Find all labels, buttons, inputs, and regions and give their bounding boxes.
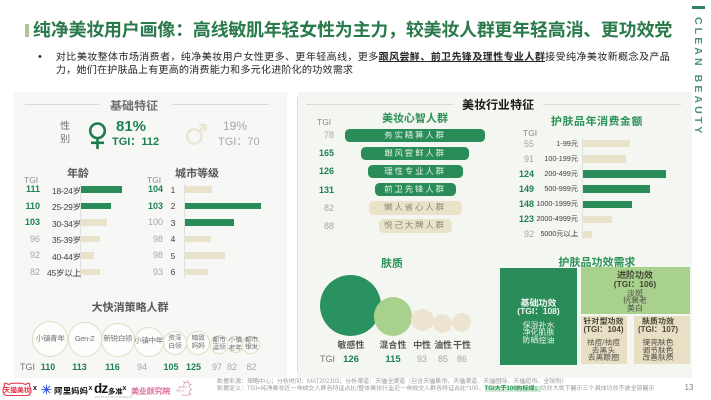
svg-text:HELLO: HELLO xyxy=(178,385,188,389)
svg-text:天猫美妆: 天猫美妆 xyxy=(2,385,30,394)
svg-text:dyb.a: dyb.a xyxy=(176,389,184,393)
